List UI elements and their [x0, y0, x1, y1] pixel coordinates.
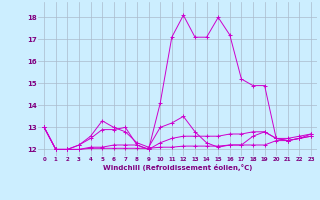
X-axis label: Windchill (Refroidissement éolien,°C): Windchill (Refroidissement éolien,°C) — [103, 164, 252, 171]
